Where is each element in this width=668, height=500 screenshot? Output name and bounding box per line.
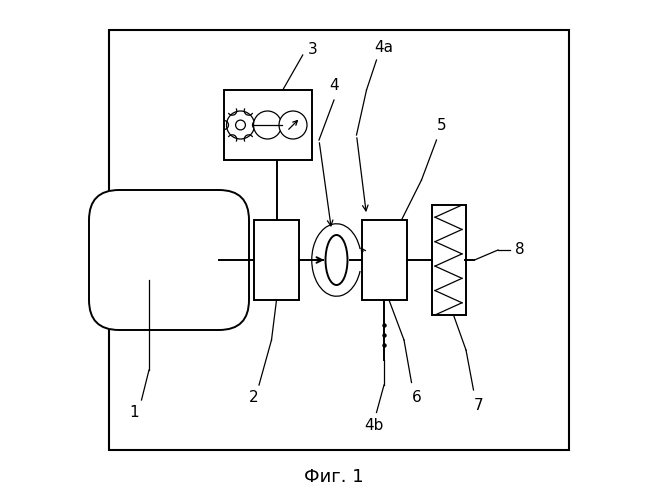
Bar (109, 30, 569, 450)
Text: 4a: 4a (375, 40, 393, 55)
Bar (361, 220, 407, 300)
Circle shape (226, 111, 255, 139)
Text: 4b: 4b (364, 418, 383, 432)
Text: 3: 3 (308, 42, 317, 58)
Text: 7: 7 (474, 398, 484, 412)
Bar (432, 205, 466, 315)
Text: 1: 1 (129, 405, 139, 420)
Circle shape (279, 111, 307, 139)
Bar (254, 220, 299, 300)
Text: 4: 4 (329, 78, 339, 92)
Text: 5: 5 (437, 118, 446, 132)
Text: 8: 8 (516, 242, 525, 258)
Ellipse shape (325, 235, 347, 285)
Circle shape (236, 120, 245, 130)
Circle shape (253, 111, 281, 139)
FancyBboxPatch shape (89, 190, 249, 330)
Bar (224, 90, 311, 160)
Text: 2: 2 (249, 390, 259, 405)
Text: Фиг. 1: Фиг. 1 (304, 468, 364, 486)
Text: 6: 6 (411, 390, 422, 405)
